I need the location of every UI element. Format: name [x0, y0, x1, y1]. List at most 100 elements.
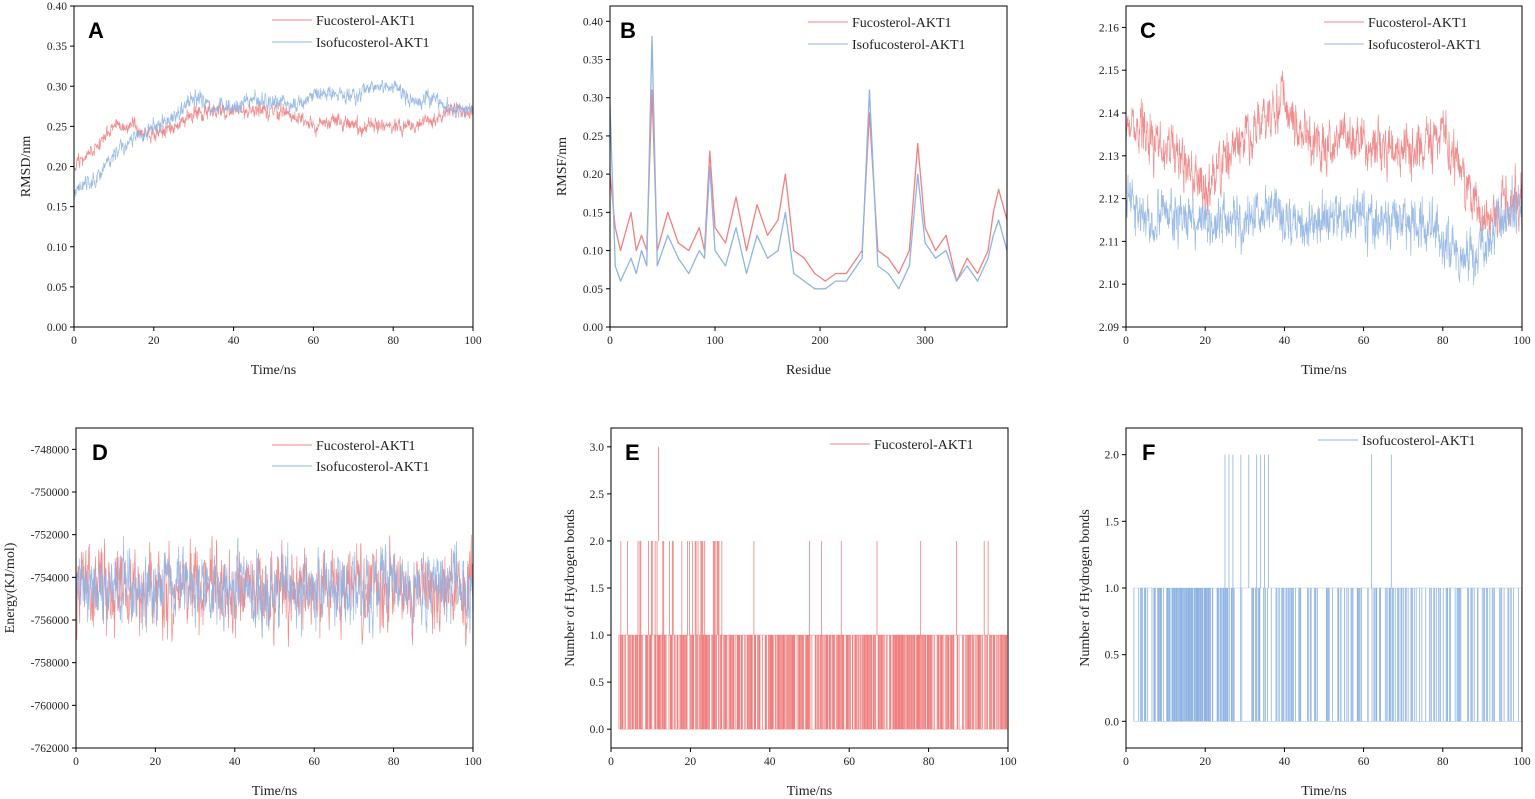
plot-area: [1133, 454, 1522, 722]
y-tick-label: 0.0: [590, 724, 605, 736]
chart-panel-f: 0 20 40 60 80 100 0.0 0.5 1.0 1.5 2.0 Time/ns Number…: [1078, 427, 1531, 799]
x-axis-label: Residue: [786, 363, 831, 378]
y-tick-label: 2.13: [1099, 151, 1119, 163]
y-tick-label: 2.15: [1099, 65, 1119, 77]
axes-frame: [73, 5, 474, 328]
chart-panel-e: 0 20 40 60 80 100 0.0 0.5 1.0 1.5 2.0 2.5 3.0 Time/ns…: [563, 427, 1017, 799]
legend-label: Fucosterol-AKT1: [874, 438, 974, 453]
chart-panel-d: 0 20 40 60 80 100 -762000 -760000 -758000 -756000…: [3, 427, 482, 799]
legend-label: Isofucosterol-AKT1: [852, 38, 966, 53]
x-axis-label: Time/ns: [1301, 363, 1346, 378]
isofucosterol-series: [1126, 174, 1522, 286]
y-tick-label: 0.20: [583, 169, 603, 181]
x-tick-label: 40: [1279, 756, 1291, 768]
y-tick-label: 0.35: [583, 55, 603, 67]
y-tick-label: 0.30: [47, 81, 67, 93]
y-tick-label: 0.5: [590, 677, 605, 689]
chart-panel-a: 0 20 40 60 80 100 0.00 0.05 0.10 0.15 0.20 0.25 0.30…: [19, 1, 482, 378]
x-tick-label: 80: [387, 335, 399, 347]
y-axis-label: RMSD/nm: [19, 136, 34, 198]
isofucosterol-series: [76, 536, 473, 639]
y-tick-label: 2.0: [1105, 450, 1120, 462]
fucosterol-series-value-2: [620, 540, 989, 636]
x-tick-label: 80: [1437, 756, 1449, 768]
y-tick-label: 0.00: [47, 322, 67, 334]
x-tick-label: 40: [764, 756, 776, 768]
panel-letter: C: [1140, 18, 1156, 43]
axes-frame: [609, 5, 1008, 328]
y-tick-label: 1.0: [1105, 583, 1120, 595]
legend-label: Fucosterol-AKT1: [852, 16, 952, 31]
y-tick-label: 2.16: [1099, 22, 1119, 34]
fucosterol-series: [74, 100, 473, 174]
y-tick-label: 3.0: [590, 442, 605, 454]
x-tick-label: 60: [1358, 756, 1370, 768]
x-axis-label: Time/ns: [251, 363, 296, 378]
fucosterol-series: [1126, 70, 1522, 238]
x-tick-label: 40: [1279, 335, 1291, 347]
axes-frame: [75, 427, 474, 749]
x-tick-label: 100: [464, 756, 482, 768]
panel-letter: F: [1142, 440, 1155, 465]
panel-letter: E: [625, 440, 640, 465]
x-axis-label: Time/ns: [252, 784, 297, 799]
y-tick-label: -754000: [31, 572, 70, 584]
y-tick-label: 0.00: [583, 322, 603, 334]
y-tick-label: 1.0: [590, 630, 605, 642]
y-tick-label: -748000: [31, 444, 70, 456]
x-tick-label: 300: [916, 335, 934, 347]
y-tick-label: 0.25: [583, 131, 603, 143]
y-tick-label: 2.09: [1099, 322, 1119, 334]
x-tick-label: 60: [308, 335, 320, 347]
x-tick-label: 200: [811, 335, 829, 347]
y-tick-label: 0.15: [47, 202, 67, 214]
x-tick-label: 0: [71, 335, 77, 347]
x-tick-label: 100: [999, 756, 1017, 768]
isofucosterol-series-value-2: [1224, 454, 1392, 588]
plot-area: [610, 35, 1007, 290]
y-tick-label: 2.12: [1099, 194, 1119, 206]
y-tick-label: 0.15: [583, 207, 603, 219]
panel-letter: B: [620, 18, 636, 43]
x-tick-label: 60: [1358, 335, 1370, 347]
y-axis-label: RMSF/nm: [555, 137, 570, 196]
x-tick-label: 100: [464, 335, 482, 347]
y-tick-label: 0.25: [47, 121, 67, 133]
fucosterol-series-value-1: [618, 635, 1008, 730]
y-tick-label: 2.10: [1099, 279, 1119, 291]
y-tick-label: 2.14: [1099, 108, 1119, 120]
x-tick-label: 80: [923, 756, 935, 768]
y-axis-label: Number of Hydrogen bonds: [1078, 509, 1093, 666]
y-tick-label: 2.11: [1099, 236, 1119, 248]
legend-label: Fucosterol-AKT1: [316, 14, 416, 29]
x-tick-label: 100: [706, 335, 724, 347]
y-tick-label: 0.5: [1105, 650, 1120, 662]
plot-area: [1126, 70, 1522, 286]
y-axis-label: Number of Hydrogen bonds: [563, 509, 578, 666]
legend-label: Fucosterol-AKT1: [1368, 16, 1468, 31]
x-tick-label: 0: [607, 335, 613, 347]
y-tick-label: -762000: [31, 743, 70, 755]
y-tick-label: 1.5: [590, 583, 605, 595]
legend-label: Isofucosterol-AKT1: [1368, 38, 1482, 53]
x-tick-label: 0: [608, 756, 614, 768]
x-tick-label: 0: [1123, 335, 1129, 347]
x-tick-label: 20: [148, 335, 160, 347]
y-axis-label: Energy(KJ/mol): [3, 542, 18, 633]
x-axis-label: Time/ns: [787, 784, 832, 799]
fucosterol-series: [610, 89, 1007, 282]
y-tick-label: -758000: [31, 658, 70, 670]
x-tick-label: 100: [1513, 756, 1531, 768]
y-tick-label: -750000: [31, 487, 70, 499]
plot-area: [76, 534, 473, 648]
x-tick-label: 40: [229, 756, 241, 768]
y-tick-label: -760000: [31, 700, 70, 712]
chart-panel-c: 0 20 40 60 80 100 2.09 2.10 2.11 2.12 2.13 2.14 2.15…: [1099, 5, 1531, 378]
panel-letter: D: [92, 440, 108, 465]
axes-frame: [1125, 5, 1523, 328]
y-tick-label: 1.5: [1105, 516, 1120, 528]
y-tick-label: 0.40: [47, 1, 67, 13]
plot-area: [618, 446, 1008, 730]
y-tick-label: 0.30: [583, 93, 603, 105]
